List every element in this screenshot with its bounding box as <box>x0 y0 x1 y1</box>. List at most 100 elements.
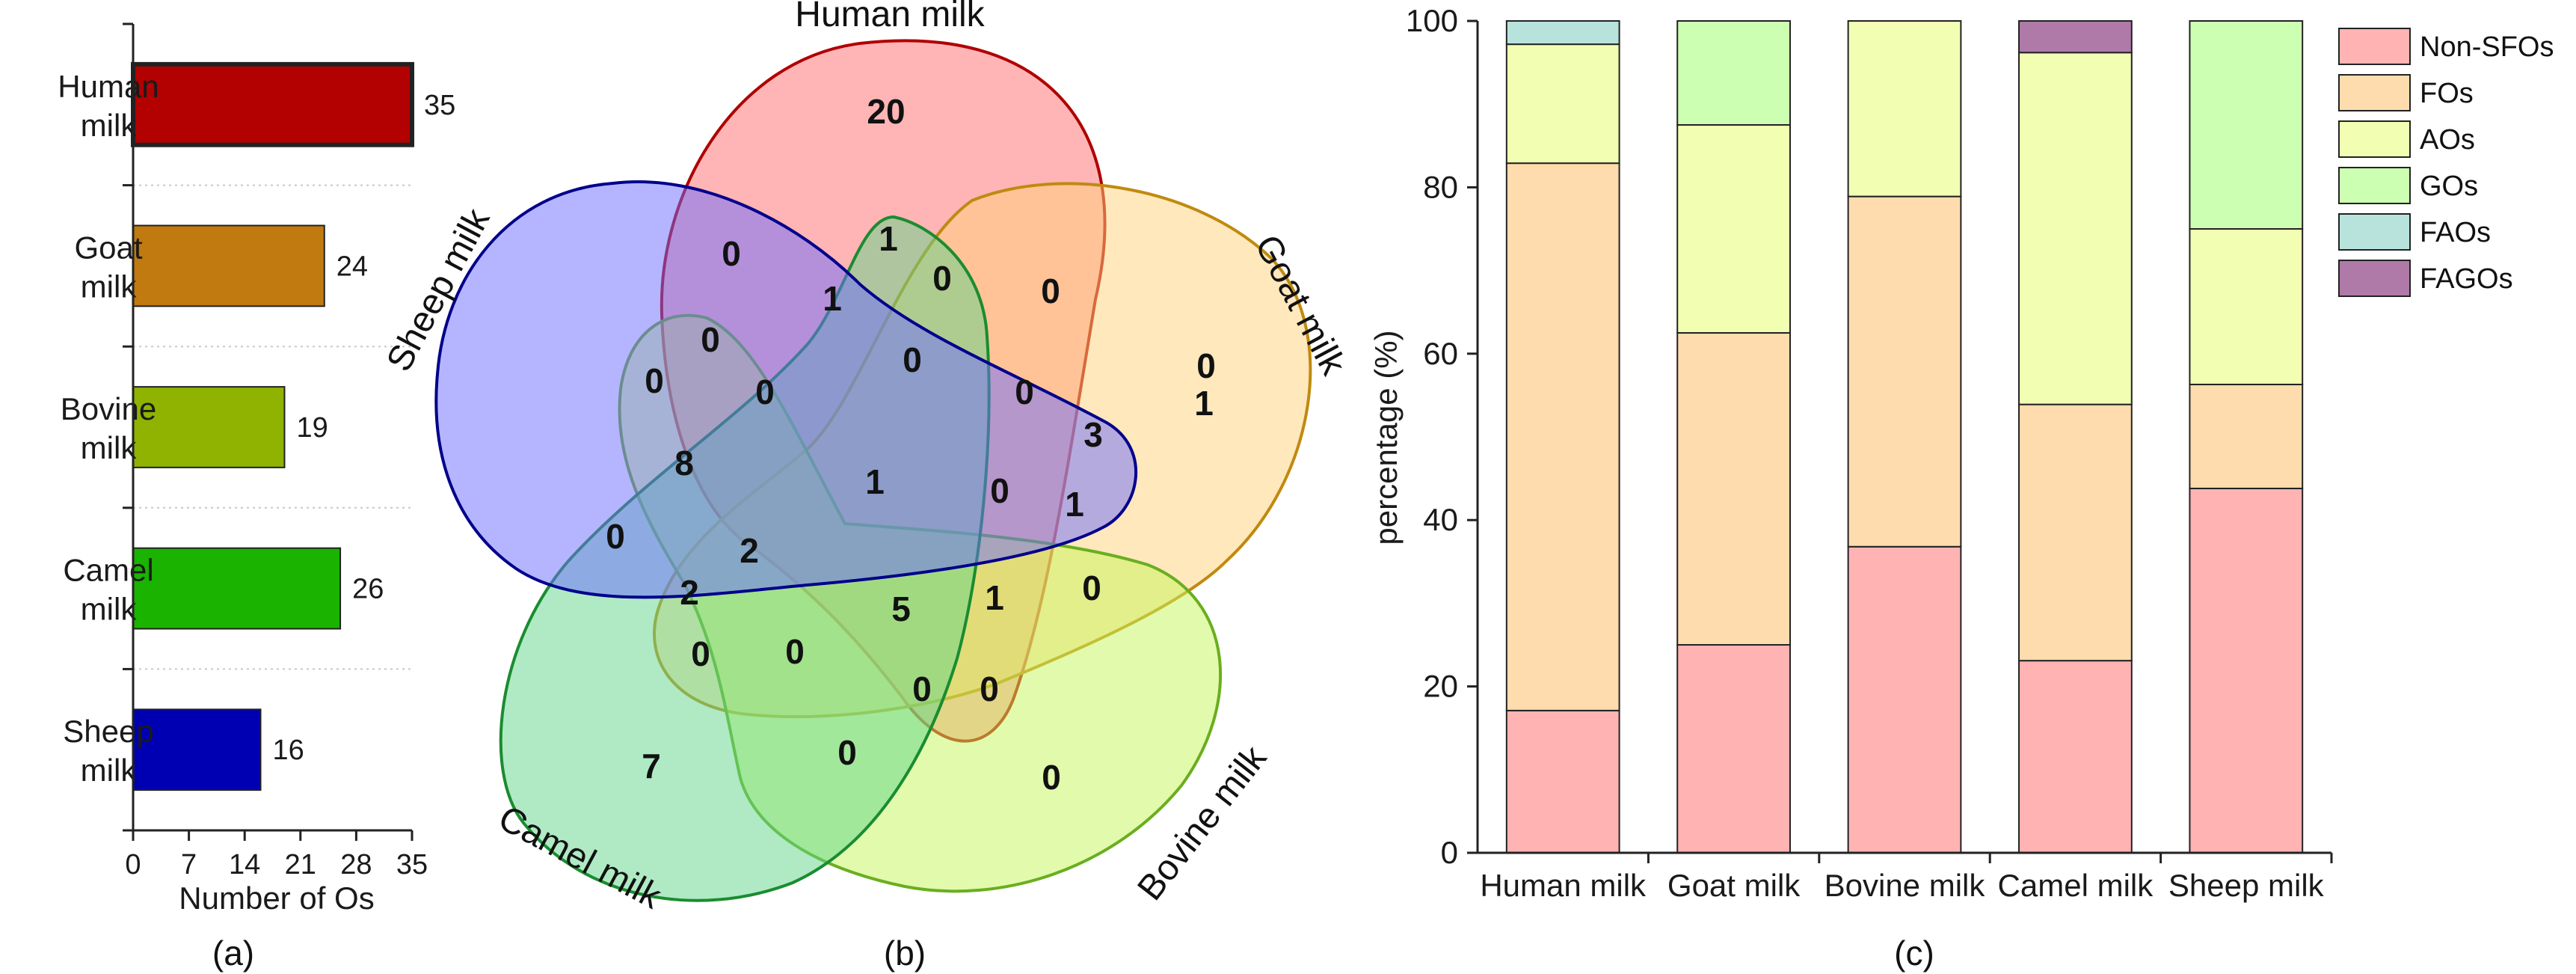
legend-label: AOs <box>2420 124 2475 156</box>
venn-count: 2 <box>680 573 699 612</box>
a-x-tick-label: 7 <box>181 849 197 880</box>
venn-count: 1 <box>823 279 842 318</box>
venn-count: 3 <box>1083 415 1103 454</box>
a-x-tick-label: 28 <box>340 849 372 880</box>
legend-swatch <box>2338 213 2411 251</box>
a-value-label: 16 <box>273 735 304 766</box>
panel-c-stacked-bar-chart: 0 20 40 60 80 100 Human milk Goat milk Bovine m… <box>1368 3 2554 973</box>
c-legend: Non-SFOs FOs AOs GOs FAOs FAGOs <box>2338 28 2554 297</box>
venn-count: 0 <box>701 320 720 359</box>
venn-set-sheep <box>434 180 1138 599</box>
c-y-tick-label: 60 <box>1423 336 1458 371</box>
a-category-label: Goat milk <box>74 230 142 304</box>
c-bar-segment <box>1505 162 1620 711</box>
c-bar-segment <box>1676 124 1791 334</box>
a-category-label: Camel milk <box>63 553 153 627</box>
venn-count: 1 <box>879 219 898 258</box>
a-bar <box>132 386 286 468</box>
c-bar-segment <box>2189 228 2304 385</box>
c-bar-segment <box>1847 195 1962 548</box>
c-bar-segment <box>1676 332 1791 646</box>
a-category-label: Sheep milk <box>63 714 153 788</box>
a-bars <box>131 61 414 791</box>
a-value-label: 24 <box>336 251 368 282</box>
legend-swatch <box>2338 74 2411 111</box>
panel-a-horizontal-bar-chart: Human milk Goat milk Bovine milk Camel milk Shee… <box>58 22 456 973</box>
venn-count: 1 <box>985 578 1004 617</box>
venn-count: 0 <box>755 373 775 411</box>
a-x-tick-label: 35 <box>396 849 428 880</box>
a-bar <box>132 708 262 791</box>
venn-count: 0 <box>903 340 922 379</box>
c-stacked-bars <box>1505 20 2304 854</box>
a-category-label: Bovine milk <box>61 391 156 465</box>
c-x-tick-label: Bovine milk <box>1825 868 1986 903</box>
c-bar-segment <box>2189 383 2304 489</box>
venn-count: 1 <box>865 462 885 501</box>
a-value-labels: 35 24 19 26 16 <box>273 90 456 766</box>
c-bar-segment <box>2018 20 2133 54</box>
venn-count: 1 <box>1194 384 1214 423</box>
c-y-tick-label: 20 <box>1423 669 1458 704</box>
c-bar-segment <box>1847 20 1962 197</box>
a-value-label: 19 <box>296 412 328 444</box>
a-category-labels: Human milk Goat milk Bovine milk Camel milk Shee… <box>58 69 159 788</box>
venn-count: 0 <box>691 634 710 673</box>
legend-swatch <box>2338 260 2411 297</box>
a-panel-label: (a) <box>212 934 254 973</box>
c-bar-segment <box>1505 709 1620 854</box>
c-x-ticks: Human milk Goat milk Bovine milk Camel milk… <box>1480 853 2333 903</box>
c-y-tick-label: 0 <box>1441 835 1458 870</box>
a-value-label: 26 <box>352 574 384 605</box>
c-x-tick-label: Sheep milk <box>2168 868 2325 903</box>
a-x-tick-label: 0 <box>125 849 141 880</box>
a-gridlines <box>133 184 412 670</box>
c-bar-segment <box>2189 487 2304 854</box>
venn-count: 0 <box>1042 758 1061 797</box>
venn-label-human: Human milk <box>795 0 985 34</box>
b-panel-label: (b) <box>884 934 926 973</box>
venn-count: 0 <box>932 259 952 298</box>
c-bar-segment <box>1505 20 1620 46</box>
a-category-label: Human milk <box>58 69 159 143</box>
a-value-label: 35 <box>424 90 455 121</box>
legend-label: FAOs <box>2420 217 2491 248</box>
legend-swatch <box>2338 120 2411 158</box>
venn-count: 0 <box>1041 272 1060 310</box>
legend-swatch <box>2338 167 2411 204</box>
a-bar <box>132 224 325 307</box>
venn-count: 2 <box>740 531 759 570</box>
c-x-tick-label: Goat milk <box>1667 868 1801 903</box>
c-y-ticks: 0 20 40 60 80 100 <box>1406 3 1478 870</box>
legend-label: GOs <box>2420 171 2478 202</box>
venn-count: 0 <box>785 632 805 671</box>
legend-label: Non-SFOs <box>2420 31 2554 63</box>
a-bar <box>131 61 414 147</box>
a-x-ticks: 0 7 14 21 28 35 <box>125 830 428 880</box>
legend-label: FOs <box>2420 78 2474 109</box>
a-bar <box>132 547 342 630</box>
c-bar-segment <box>2018 403 2133 662</box>
c-y-axis-label: percentage (%) <box>1368 330 1404 545</box>
legend-swatch <box>2338 28 2411 65</box>
c-bar-segment <box>2018 52 2133 405</box>
c-y-tick-label: 80 <box>1423 169 1458 204</box>
venn-count: 0 <box>606 517 625 556</box>
c-x-tick-label: Human milk <box>1480 868 1647 903</box>
c-bar-segment <box>1847 545 1962 854</box>
venn-count: 0 <box>990 471 1009 510</box>
c-bar-segment <box>1676 644 1791 854</box>
a-x-axis-label: Number of Os <box>179 880 374 916</box>
venn-count: 8 <box>674 444 694 483</box>
a-x-tick-label: 14 <box>229 849 260 880</box>
c-x-tick-label: Camel milk <box>1998 868 2154 903</box>
c-panel-label: (c) <box>1894 934 1934 973</box>
c-y-tick-label: 100 <box>1406 3 1458 38</box>
venn-count: 0 <box>912 670 932 708</box>
venn-count: 0 <box>980 670 999 708</box>
legend-label: FAGOs <box>2420 263 2513 295</box>
venn-count: 7 <box>642 747 661 785</box>
c-bar-segment <box>1505 43 1620 165</box>
